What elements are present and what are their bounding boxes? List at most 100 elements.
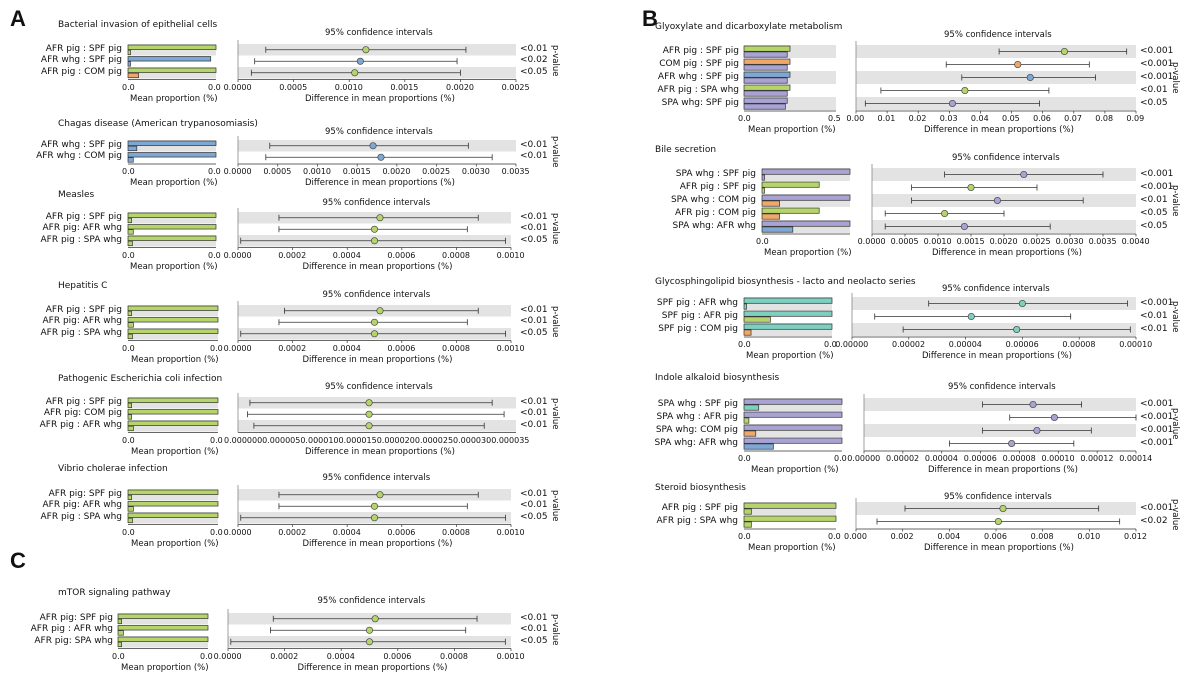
group1-bar [127, 489, 219, 495]
diff-point [1018, 299, 1026, 308]
p-value-axis-title: p-value [1170, 184, 1180, 216]
group2-bar [743, 64, 788, 71]
group2-bar [127, 240, 133, 247]
diff-point [1008, 439, 1016, 448]
diff-proportion-label: Difference in mean proportions (%) [932, 248, 1082, 258]
diff-point [371, 615, 379, 623]
diff-point [941, 209, 949, 218]
diff-tick-label: 0.0020 [989, 237, 1018, 246]
chart-title: Chagas disease (American trypanosomiasis… [58, 119, 258, 129]
bar-tick-label: 0.0 [122, 527, 135, 537]
diff-tick-label: 0.0004 [332, 250, 361, 260]
diff-tick-label: 0.0006 [383, 651, 412, 661]
p-value-axis-title: p-value [1170, 499, 1180, 531]
row-label: AFR pig : SPF pig [662, 45, 739, 56]
diff-tick-label: 0.00 [846, 114, 865, 123]
chart-title: Bile secretion [655, 145, 717, 155]
diff-tick-label: 0.0015 [390, 82, 419, 92]
group2-bar [117, 618, 122, 625]
chart-title: Glycosphingolipid biosynthesis - lacto a… [655, 277, 916, 287]
diff-proportion-label: Difference in mean proportions (%) [928, 465, 1078, 475]
row-label: AFR pig: AFR whg [42, 223, 123, 234]
row-label: AFR pig: SPF pig [48, 488, 122, 499]
diff-tick-label: 0.0005 [279, 82, 308, 92]
group1-bar [743, 515, 837, 522]
diff-tick-label: 0.00002 [892, 340, 926, 349]
diff-proportion-label: Difference in mean proportions (%) [305, 446, 455, 457]
row-label: AFR pig : AFR whg [39, 419, 122, 430]
diff-tick-label: 0.0010 [334, 82, 363, 92]
group1-bar [743, 424, 843, 431]
diff-point [370, 514, 379, 522]
ci-header: 95% confidence intervals [325, 28, 433, 38]
group1-bar [127, 397, 219, 403]
diff-tick-label: 0.0006 [387, 343, 416, 353]
diff-point [370, 502, 379, 510]
chart-title: mTOR signaling pathway [58, 588, 171, 598]
group2-bar [743, 303, 747, 310]
diff-tick-label: 0.0002 [278, 527, 307, 537]
ci-header: 95% confidence intervals [942, 284, 1050, 294]
row-label: AFR pig : SPF pig [661, 502, 738, 513]
diff-tick-label: 0.0000 [213, 651, 242, 661]
chart-title: Glyoxylate and dicarboxylate metabolism [655, 22, 843, 32]
bar-tick-label: 0.0 [824, 340, 837, 349]
row-label: AFR pig : COM pig [40, 66, 122, 77]
diff-point [370, 237, 379, 245]
group1-bar [127, 512, 219, 518]
p-value: <0.01 [1140, 84, 1168, 95]
bar-tick-label: 0.0 [200, 651, 213, 661]
group1-bar [743, 58, 791, 65]
diff-tick-label: 0.000 [844, 532, 867, 541]
mean-proportion-label: Mean proportion (%) [131, 446, 219, 457]
p-value: <0.05 [1140, 220, 1168, 231]
p-value: <0.01 [520, 624, 548, 635]
diff-tick-label: 0.0008 [440, 651, 468, 661]
diff-tick-label: 0.00004 [948, 340, 982, 349]
diff-tick-label: 0.01 [877, 114, 896, 123]
diff-tick-label: 0.0010 [496, 651, 525, 661]
diff-proportion-label: Difference in mean proportions (%) [302, 354, 453, 365]
group2-bar [127, 333, 133, 340]
diff-proportion-label: Difference in mean proportions (%) [302, 538, 453, 549]
row-label: AFR pig : AFR whg [30, 624, 113, 635]
diff-tick-label: 0.0035 [501, 167, 530, 176]
p-value: <0.05 [520, 234, 548, 245]
row-label: AFR pig : SPA whg [656, 515, 739, 526]
bar-tick-label: 0.0 [122, 343, 135, 353]
diff-tick-label: 0.0010 [496, 343, 525, 353]
diff-point [370, 330, 379, 338]
ci-header: 95% confidence intervals [325, 127, 433, 137]
diff-tick-label: 0.06 [1033, 114, 1051, 123]
p-value: <0.001 [1140, 181, 1174, 192]
diff-tick-label: 0.00010 [1041, 454, 1075, 463]
group2-bar [127, 517, 133, 524]
diff-point [1029, 400, 1037, 409]
diff-tick-label: 0.004 [937, 532, 961, 541]
row-label: AFR pig : SPA whg [40, 327, 123, 338]
group2-bar [743, 430, 757, 437]
row-label: AFR pig : SPA whg [657, 84, 740, 95]
group1-bar [127, 67, 217, 73]
diff-proportion-label: Difference in mean proportions (%) [924, 543, 1074, 553]
p-value: <0.01 [1140, 194, 1168, 205]
row-label: AFR pig : SPA whg [40, 511, 123, 522]
bar-tick-label: 0.0 [210, 435, 223, 445]
diff-point [993, 196, 1001, 205]
diff-point [1033, 426, 1041, 435]
mean-proportion-label: Mean proportion (%) [131, 538, 219, 549]
diff-tick-label: 0.0006 [387, 527, 416, 537]
row-label: SPA whg: COM pig [655, 424, 738, 435]
diff-tick-label: 0.03 [939, 114, 958, 123]
chart-title: Vibrio cholerae infection [58, 464, 168, 474]
ci-header: 95% confidence intervals [325, 382, 433, 392]
row-label: AFR pig: AFR whg [42, 500, 123, 511]
diff-tick-label: 0.006 [984, 532, 1007, 541]
p-value: <0.01 [520, 43, 548, 54]
diff-point [948, 99, 956, 108]
group1-bar [127, 140, 217, 146]
p-value: <0.001 [1140, 168, 1174, 179]
mean-proportion-label: Mean proportion (%) [764, 248, 852, 258]
group1-bar [117, 636, 209, 642]
